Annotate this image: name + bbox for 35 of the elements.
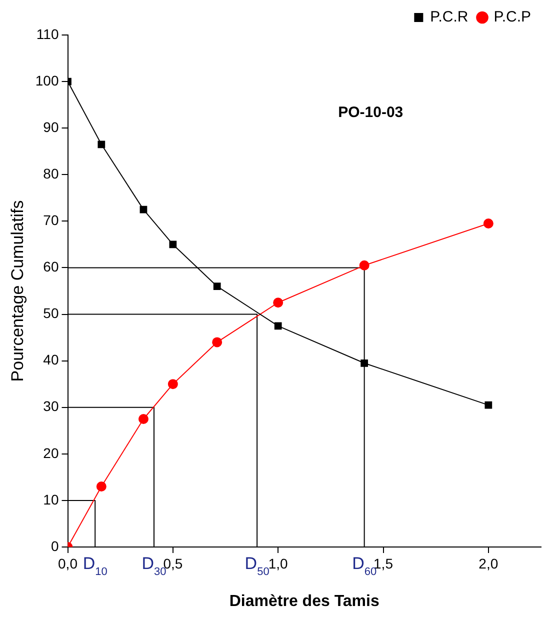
point <box>360 359 368 367</box>
point <box>168 379 178 390</box>
x-tick-label: 2,0 <box>478 555 498 572</box>
y-tick-label: 60 <box>43 258 59 275</box>
y-tick-label: 50 <box>43 305 59 322</box>
y-axis-title: Pourcentage Cumulatifs <box>8 200 27 382</box>
text: PO-10-03 <box>338 104 404 121</box>
x-axis-title: Diamètre des Tamis <box>229 592 380 610</box>
y-tick-label: 80 <box>43 165 59 182</box>
x-tick-label: 0,0 <box>58 555 78 572</box>
point <box>138 414 148 424</box>
y-tick-label: 100 <box>35 72 59 88</box>
legend-label: P.C.P <box>494 8 532 26</box>
point <box>359 260 370 270</box>
point <box>98 140 106 148</box>
point <box>484 401 492 409</box>
point <box>274 322 282 330</box>
y-tick-label: 20 <box>43 444 59 461</box>
point <box>169 240 177 248</box>
x-tick-label: 1,5 <box>374 555 394 572</box>
y-tick-label: 0 <box>50 538 59 554</box>
y-tick-label: 40 <box>43 352 59 368</box>
point <box>273 298 284 308</box>
y-tick-label: 10 <box>43 491 59 508</box>
y-tick-label: 110 <box>36 26 59 42</box>
y-tick-label: 90 <box>43 118 59 135</box>
point <box>213 282 221 290</box>
point <box>212 337 222 348</box>
legend-label: P.C.R <box>430 8 468 26</box>
y-tick-label: 70 <box>43 212 59 228</box>
x-tick-label: 1,0 <box>268 555 288 572</box>
point <box>96 481 106 492</box>
y-tick-label: 30 <box>43 398 59 414</box>
point <box>140 206 148 214</box>
point <box>483 218 494 229</box>
